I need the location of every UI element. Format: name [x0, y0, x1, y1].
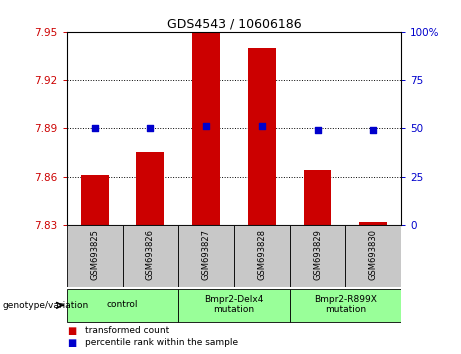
Text: GSM693830: GSM693830 — [369, 229, 378, 280]
Bar — [290, 289, 401, 322]
Point — [202, 124, 210, 129]
Bar — [290, 225, 345, 287]
Point — [370, 127, 377, 133]
Title: GDS4543 / 10606186: GDS4543 / 10606186 — [166, 18, 301, 31]
Point — [91, 125, 98, 131]
Text: GSM693826: GSM693826 — [146, 229, 155, 280]
Bar — [192, 34, 220, 225]
Bar — [248, 48, 276, 225]
Bar — [123, 225, 178, 287]
Bar — [304, 170, 331, 225]
Text: Bmpr2-R899X
mutation: Bmpr2-R899X mutation — [314, 295, 377, 314]
Point — [314, 127, 321, 133]
Text: GSM693828: GSM693828 — [257, 229, 266, 280]
Text: transformed count: transformed count — [85, 326, 170, 336]
Point — [147, 125, 154, 131]
Bar — [345, 225, 401, 287]
Bar — [178, 225, 234, 287]
Bar — [359, 222, 387, 225]
Bar — [67, 289, 178, 322]
Text: ■: ■ — [67, 338, 76, 348]
Text: control: control — [107, 300, 138, 309]
Text: GSM693825: GSM693825 — [90, 229, 99, 280]
Text: Bmpr2-Delx4
mutation: Bmpr2-Delx4 mutation — [204, 295, 264, 314]
Bar — [81, 175, 109, 225]
Text: percentile rank within the sample: percentile rank within the sample — [85, 338, 238, 347]
Text: genotype/variation: genotype/variation — [2, 301, 89, 310]
Bar — [67, 225, 123, 287]
Text: ■: ■ — [67, 326, 76, 336]
Bar — [136, 153, 164, 225]
Text: GSM693827: GSM693827 — [201, 229, 211, 280]
Bar — [234, 225, 290, 287]
Point — [258, 124, 266, 129]
Bar — [178, 289, 290, 322]
Text: GSM693829: GSM693829 — [313, 229, 322, 280]
